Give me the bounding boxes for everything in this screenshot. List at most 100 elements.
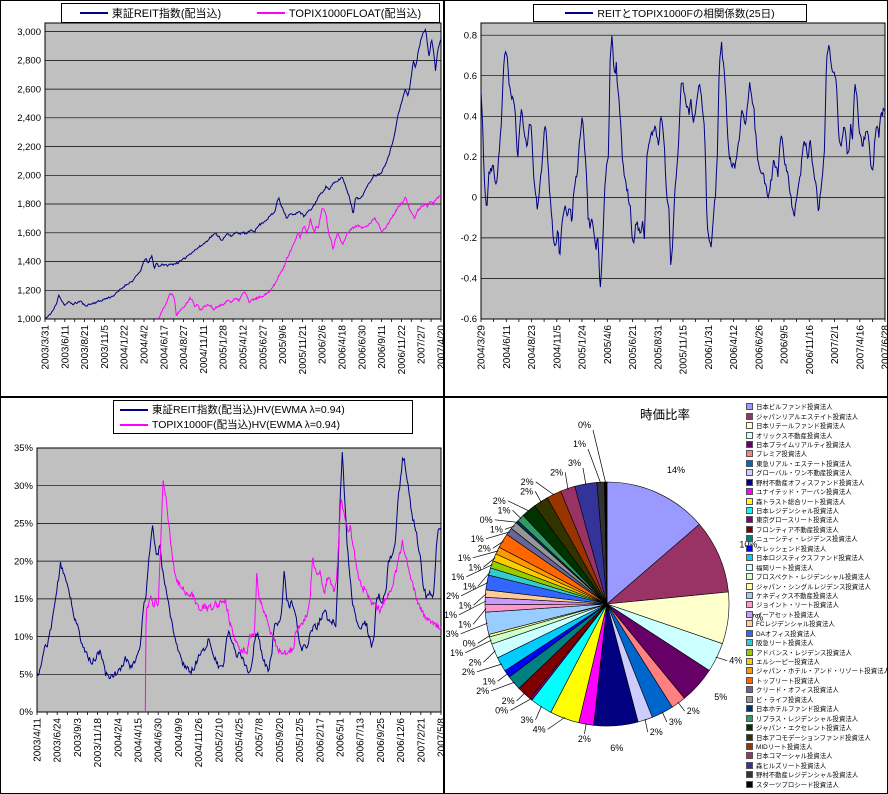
svg-text:2004/9/9: 2004/9/9: [174, 718, 185, 757]
pie-legend-label: ジャパンリアルエステイト投資法人: [756, 413, 859, 421]
svg-text:2003/11/5: 2003/11/5: [100, 325, 111, 369]
pie-legend-item: ジャパン・ホテル・アンド・リゾート投資法人: [746, 666, 887, 675]
legend-label: TOPIX1000F(配当込)HV(EWMA λ=0.94): [152, 419, 340, 431]
y-axis-labels: 1,000 1,200 1,400 1,600 1,800 2,000 2,200 2,400…: [17, 27, 41, 325]
legend-label: REITとTOPIX1000Fの相関係数(25日): [597, 7, 775, 20]
svg-text:2%: 2%: [462, 667, 475, 677]
pie-legend-label: 日本リテールファンド投資法人: [756, 423, 846, 431]
svg-text:2007/6/28: 2007/6/28: [881, 325, 888, 370]
svg-text:0%: 0%: [495, 705, 508, 715]
svg-text:4%: 4%: [729, 656, 742, 666]
pie-legend-item: リプラス・レジデンシャル投資法人: [746, 713, 887, 723]
svg-text:2004/2/4: 2004/2/4: [113, 718, 124, 757]
chart-correlation: REITとTOPIX1000Fの相関係数(25日) -0.6 -0.4 -0.2 0 0…: [444, 0, 888, 397]
svg-text:2006/6/30: 2006/6/30: [357, 325, 368, 370]
legend-label: TOPIX1000FLOAT(配当込): [288, 8, 422, 20]
svg-text:2003/3/31: 2003/3/31: [41, 325, 52, 370]
svg-text:2006/9/11: 2006/9/11: [377, 325, 388, 369]
svg-text:1%: 1%: [497, 505, 510, 515]
svg-text:2004/6/17: 2004/6/17: [159, 325, 170, 370]
pie-legend-swatch-icon: [746, 714, 753, 722]
pie-legend-label: 日本ビルファンド投資法人: [756, 404, 833, 412]
series-line: [44, 28, 442, 320]
svg-text:1%: 1%: [573, 439, 586, 449]
pie-legend: 日本ビルファンド投資法人 ジャパンリアルエステイト投資法人 日本リテールファンド投資…: [746, 402, 887, 789]
pie-legend-swatch-icon: [746, 497, 753, 505]
pie-legend-label: ジョイント・リート投資法人: [756, 602, 840, 610]
svg-text:14%: 14%: [667, 465, 685, 475]
svg-text:6%: 6%: [610, 743, 623, 753]
svg-text:2005/4/6: 2005/4/6: [603, 325, 614, 364]
svg-text:1,800: 1,800: [17, 199, 41, 210]
svg-text:1,400: 1,400: [17, 257, 41, 268]
pie-legend-label: 日本コマーシャル投資法人: [756, 753, 833, 761]
pie-legend-item: MIDリート投資法人: [746, 742, 887, 751]
line-swatch-icon: [120, 423, 148, 426]
pie-legend-label: FCレジデンシャル投資法人: [756, 621, 835, 629]
svg-text:0.2: 0.2: [464, 152, 477, 163]
pie-legend-label: 森ヒルズリート投資法人: [756, 762, 827, 770]
svg-text:5%: 5%: [714, 692, 727, 702]
pie-legend-label: 東京グロースリート投資法人: [756, 517, 839, 525]
pie-legend-item: クリード・オフィス投資法人: [746, 685, 887, 694]
svg-text:1%: 1%: [483, 676, 496, 686]
pie-legend-label: ジャパン・シングルレジデンス投資法人: [756, 583, 871, 591]
pie-legend-swatch-icon: [746, 686, 753, 694]
svg-text:2007/4/20: 2007/4/20: [437, 325, 445, 370]
pie-legend-swatch-icon: [746, 761, 753, 769]
line-swatch-icon: [256, 12, 285, 14]
svg-text:2003/6/11: 2003/6/11: [60, 325, 71, 369]
svg-text:4%: 4%: [533, 724, 546, 734]
plot-area: [36, 447, 442, 713]
x-axis-ticks: [44, 319, 442, 322]
plot-area: [44, 22, 442, 320]
svg-text:2006/9/25: 2006/9/25: [376, 718, 387, 763]
pie-legend-item: クレッシェンド投資法人: [746, 544, 887, 553]
pie-legend-swatch-icon: [746, 422, 753, 430]
pie-legend-item: トップリート投資法人: [746, 676, 887, 685]
svg-text:0.6: 0.6: [464, 71, 477, 82]
svg-text:1%: 1%: [463, 581, 476, 591]
svg-text:-0.4: -0.4: [461, 274, 477, 285]
pie-legend-swatch-icon: [746, 431, 753, 439]
svg-text:2%: 2%: [687, 706, 700, 716]
y-axis-labels: 0% 5% 10% 15% 20% 25% 30% 35%: [14, 443, 34, 718]
pie-legend-swatch-icon: [746, 478, 753, 486]
svg-text:2005/11/15: 2005/11/15: [679, 325, 690, 375]
svg-text:2004/8/23: 2004/8/23: [527, 325, 538, 370]
pie-slices: [484, 481, 730, 727]
pie-legend-swatch-icon: [746, 771, 753, 779]
pie-legend-swatch-icon: [746, 639, 753, 647]
pie-legend-label: イーアセット投資法人: [756, 611, 820, 619]
pie-legend-label: プレミア投資法人: [756, 451, 808, 459]
pie-legend-item: ユナイテッド・アーバン投資法人: [746, 487, 887, 496]
pie-label-leaders: [458, 429, 728, 735]
pie-legend-label: エルシーピー投資法人: [756, 659, 820, 667]
pie-legend-label: 東急リアル・エステート投資法人: [756, 460, 852, 468]
svg-text:10%: 10%: [739, 539, 757, 549]
pie-legend-label: フロンティア不動産投資法人: [756, 526, 839, 534]
pie-legend-item: 野村不動産オフィスファンド投資法人: [746, 478, 887, 487]
svg-text:2005/9/6: 2005/9/6: [278, 325, 289, 364]
svg-text:1%: 1%: [451, 572, 464, 582]
pie-legend-label: アドバンス・レジデンス投資法人: [756, 649, 852, 657]
svg-text:2%: 2%: [502, 696, 515, 706]
pie-legend-label: MIDリート投資法人: [756, 743, 813, 751]
svg-text:2%: 2%: [650, 727, 663, 737]
svg-text:2006/11/16: 2006/11/16: [805, 325, 816, 375]
pie-title: 時価比率: [639, 408, 690, 422]
pie-legend-label: 日本レジデンシャル投資法人: [756, 508, 840, 516]
pie-legend-item: ジャパンリアルエステイト投資法人: [746, 411, 887, 421]
svg-text:2004/11/11: 2004/11/11: [199, 325, 210, 374]
legend-reit-index: 東証REIT指数(配当込) TOPIX1000FLOAT(配当込): [61, 3, 440, 23]
svg-text:2006/4/12: 2006/4/12: [729, 325, 740, 370]
pie-legend-swatch-icon: [746, 469, 753, 477]
svg-text:0%: 0%: [480, 515, 493, 525]
svg-text:2006/1/31: 2006/1/31: [704, 325, 715, 370]
svg-text:2004/11/5: 2004/11/5: [552, 325, 563, 369]
svg-text:1,000: 1,000: [17, 314, 41, 325]
svg-text:10%: 10%: [14, 632, 34, 643]
series-line: [144, 480, 442, 713]
svg-text:1%: 1%: [450, 648, 463, 658]
chart-reit-index: 東証REIT指数(配当込) TOPIX1000FLOAT(配当込) 1,000 1…: [0, 0, 444, 397]
